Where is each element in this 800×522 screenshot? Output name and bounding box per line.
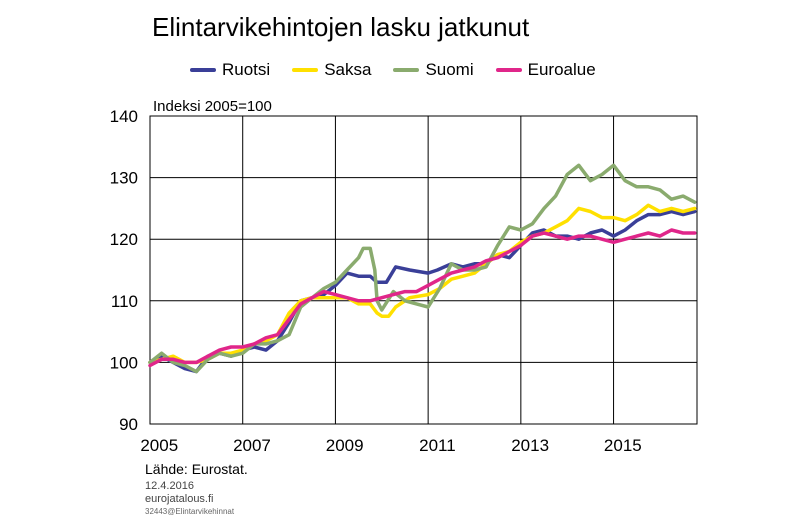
x-tick-label-2005: 2005 bbox=[140, 436, 178, 455]
x-tick-label-2015: 2015 bbox=[604, 436, 642, 455]
legend-item-suomi: Suomi bbox=[393, 60, 474, 80]
y-tick-label-130: 130 bbox=[110, 169, 138, 188]
series-line-suomi bbox=[148, 163, 697, 374]
x-tick-label-2011: 2011 bbox=[419, 436, 456, 455]
legend-label-suomi: Suomi bbox=[425, 60, 474, 79]
legend-label-ruotsi: Ruotsi bbox=[222, 60, 271, 79]
source-note: Lähde: Eurostat. bbox=[145, 461, 248, 477]
y-tick-label-100: 100 bbox=[110, 353, 138, 372]
plot-frame bbox=[149, 115, 698, 425]
y-tick-label-110: 110 bbox=[111, 292, 138, 311]
legend-swatch-ruotsi bbox=[190, 68, 216, 72]
publish-date: 12.4.2016 bbox=[145, 480, 194, 492]
x-tick-label-2009: 2009 bbox=[326, 436, 364, 455]
chart-code: 32443@Elintarvikehinnat bbox=[145, 507, 235, 516]
chart-title: Elintarvikehintojen lasku jatkunut bbox=[152, 12, 530, 42]
legend-label-saksa: Saksa bbox=[324, 60, 372, 79]
series-line-saksa bbox=[148, 203, 697, 365]
chart-legend: Ruotsi Saksa Suomi Euroalue bbox=[190, 60, 596, 80]
y-unit-label: Indeksi 2005=100 bbox=[153, 98, 272, 115]
x-tick-label-2013: 2013 bbox=[511, 436, 549, 455]
legend-item-saksa: Saksa bbox=[292, 60, 371, 80]
y-tick-label-120: 120 bbox=[110, 230, 138, 249]
legend-item-ruotsi: Ruotsi bbox=[190, 60, 270, 80]
x-tick-label-2007: 2007 bbox=[233, 436, 271, 455]
site-name: eurojatalous.fi bbox=[145, 493, 214, 505]
y-tick-label-90: 90 bbox=[119, 415, 138, 434]
legend-swatch-saksa bbox=[292, 68, 319, 72]
legend-item-euroalue: Euroalue bbox=[495, 60, 596, 80]
series-line-euroalue bbox=[148, 228, 697, 368]
y-tick-label-140: 140 bbox=[110, 107, 138, 126]
legend-swatch-suomi bbox=[393, 68, 420, 72]
legend-swatch-euroalue bbox=[495, 68, 522, 72]
legend-label-euroalue: Euroalue bbox=[527, 60, 596, 79]
